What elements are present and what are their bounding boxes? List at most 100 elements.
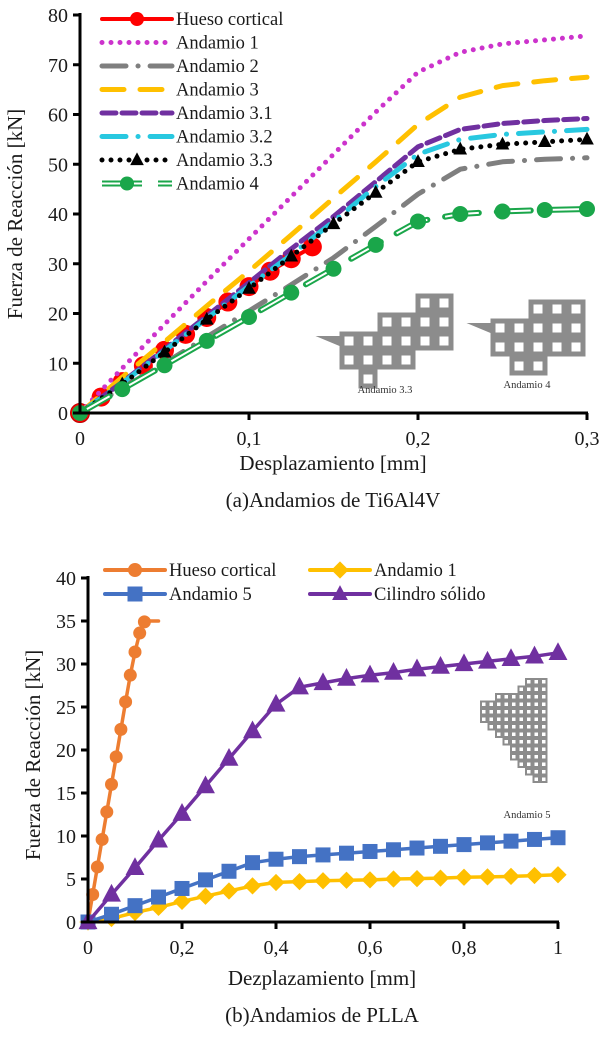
data-point bbox=[339, 845, 354, 861]
legend-item-hueso-cortical: Hueso cortical bbox=[103, 561, 276, 581]
data-point bbox=[453, 141, 468, 155]
y-tick-label: 25 bbox=[56, 697, 76, 719]
data-point bbox=[114, 381, 131, 398]
legend-item-andamio-2: Andamio 2 bbox=[99, 57, 259, 77]
data-point bbox=[537, 134, 552, 148]
data-point bbox=[494, 203, 511, 220]
series-andamio-5 bbox=[80, 830, 566, 930]
data-point bbox=[199, 311, 214, 325]
data-point bbox=[104, 906, 119, 922]
lattice-cell-hole bbox=[534, 687, 538, 691]
y-tick-label: 40 bbox=[56, 568, 76, 590]
data-point bbox=[454, 653, 474, 672]
x-axis-title-top: Desplazamiento [mm] bbox=[239, 451, 426, 475]
lattice-cell-hole bbox=[534, 777, 538, 781]
lattice-cell-hole bbox=[489, 725, 493, 729]
lattice-cell-hole bbox=[527, 762, 531, 766]
insets-top: Andamio 3.3 Andamio 4 bbox=[315, 293, 586, 396]
legend-marker bbox=[331, 561, 349, 579]
lattice-cell-hole bbox=[527, 687, 531, 691]
lattice-cell-hole bbox=[344, 355, 354, 365]
legend-label: Andamio 3.1 bbox=[176, 104, 273, 124]
legend-item-andamio-3-1: Andamio 3.1 bbox=[99, 104, 273, 124]
lattice-cell-hole bbox=[542, 680, 546, 684]
y-tick-label: 20 bbox=[48, 304, 68, 326]
legend-item-andamio-1: Andamio 1 bbox=[99, 34, 259, 54]
lattice-cell-hole bbox=[497, 732, 501, 736]
data-point bbox=[90, 860, 104, 874]
data-point bbox=[433, 838, 448, 854]
data-point bbox=[109, 750, 123, 764]
data-point bbox=[243, 720, 262, 739]
data-point bbox=[502, 867, 520, 886]
lattice-cell-hole bbox=[527, 770, 531, 774]
lattice-cell-hole bbox=[382, 317, 392, 327]
data-point bbox=[431, 655, 450, 674]
legend-marker bbox=[130, 152, 144, 166]
data-point bbox=[151, 889, 166, 905]
legend-marker bbox=[120, 176, 134, 191]
lattice-cell-hole bbox=[527, 680, 531, 684]
lattice-cell-hole bbox=[533, 342, 543, 352]
data-point bbox=[284, 248, 299, 262]
lattice-cell-hole bbox=[534, 710, 538, 714]
legend-item-andamio-3-3: Andamio 3.3 bbox=[99, 151, 273, 171]
lattice-cell-hole bbox=[420, 298, 430, 308]
data-point bbox=[362, 843, 378, 859]
lattice-cell-hole bbox=[527, 717, 531, 721]
data-point bbox=[221, 863, 237, 879]
data-point bbox=[196, 887, 215, 905]
data-point bbox=[173, 892, 191, 910]
y-tick-label: 40 bbox=[48, 204, 68, 226]
x-tick-label: 0,4 bbox=[264, 937, 289, 959]
lattice-cell-hole bbox=[504, 740, 508, 744]
lattice-cell-hole bbox=[497, 695, 501, 699]
data-point bbox=[408, 869, 426, 888]
legend-label: Cilindro sólido bbox=[374, 585, 486, 605]
lattice-cell-hole bbox=[439, 298, 449, 308]
data-point bbox=[431, 869, 450, 887]
lattice-cell-hole bbox=[527, 740, 531, 744]
data-point bbox=[315, 847, 331, 863]
lattice-cell-hole bbox=[514, 361, 524, 371]
data-point bbox=[548, 642, 568, 661]
lattice-cell-hole bbox=[542, 702, 546, 706]
lattice-cell-hole bbox=[542, 755, 546, 759]
legend-label: Andamio 3.3 bbox=[176, 151, 273, 171]
lattice-cell-hole bbox=[504, 710, 508, 714]
series-andamio-3 bbox=[77, 74, 590, 416]
lattice-cell-hole bbox=[401, 336, 411, 346]
lattice-cell-hole bbox=[401, 317, 411, 327]
data-point bbox=[455, 868, 473, 886]
x-tick-label: 0,1 bbox=[237, 428, 262, 450]
x-tick-label: 1 bbox=[553, 937, 563, 959]
lattice-cell-hole bbox=[542, 710, 546, 714]
data-point bbox=[386, 842, 401, 858]
legend-label: Andamio 3 bbox=[176, 81, 259, 101]
y-tick-label: 70 bbox=[48, 55, 68, 77]
data-point bbox=[266, 693, 286, 712]
lattice-cell-hole bbox=[512, 710, 516, 714]
lattice-cell-hole bbox=[519, 717, 523, 721]
lattice-cell-hole bbox=[534, 725, 538, 729]
data-point bbox=[283, 284, 300, 301]
lattice-cell-hole bbox=[519, 702, 523, 706]
data-point bbox=[198, 332, 215, 349]
lattice-cell-hole bbox=[489, 717, 493, 721]
lattice-cell-hole bbox=[534, 770, 538, 774]
lattice-cell-hole bbox=[519, 687, 523, 691]
lattice-cell-hole bbox=[527, 747, 531, 751]
lattice-cell-hole bbox=[534, 732, 538, 736]
data-point bbox=[119, 695, 133, 709]
data-point bbox=[525, 866, 544, 885]
data-point bbox=[384, 661, 403, 680]
legend-item-andamio-5: Andamio 5 bbox=[103, 585, 252, 605]
legend-item-cilindro-solido: Cilindro sólido bbox=[308, 585, 486, 605]
lattice-cell-hole bbox=[363, 355, 373, 365]
data-point bbox=[114, 722, 128, 736]
lattice-cell-hole bbox=[519, 732, 523, 736]
legend-label: Andamio 2 bbox=[176, 57, 259, 77]
lattice-cell-hole bbox=[533, 304, 543, 314]
lattice-cell-hole bbox=[527, 725, 531, 729]
